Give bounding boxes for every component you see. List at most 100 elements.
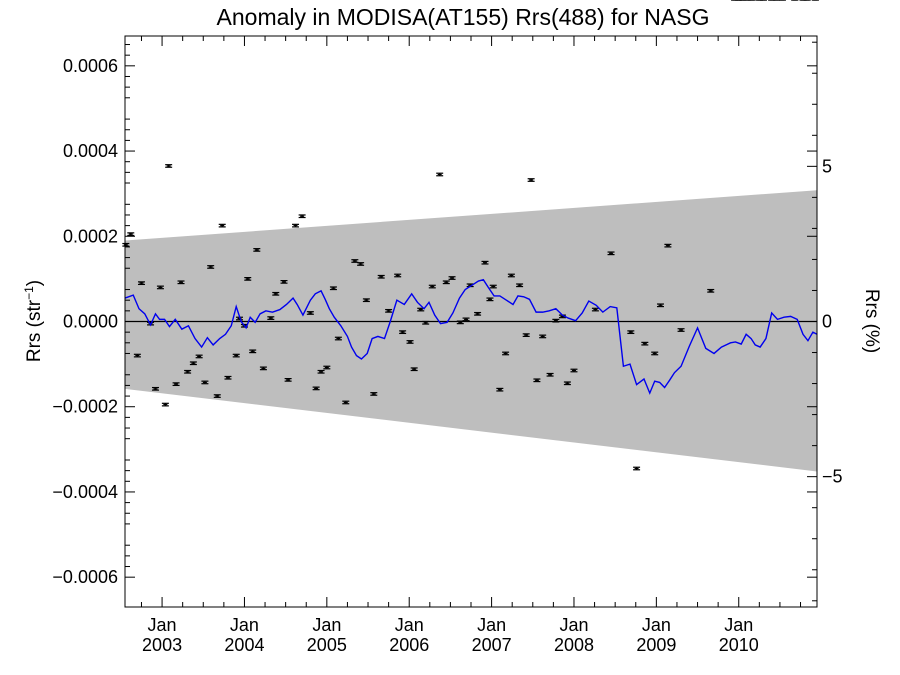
anomaly-point bbox=[306, 311, 314, 315]
anomaly-point bbox=[298, 214, 306, 219]
anomaly-point bbox=[362, 298, 370, 303]
anomaly-point bbox=[161, 402, 169, 407]
y-tick-label: 0.0000 bbox=[63, 312, 118, 332]
x-tick-label-month: Jan bbox=[559, 615, 588, 635]
smoothed-series-line bbox=[124, 278, 818, 395]
anomaly-point bbox=[259, 366, 267, 371]
anomaly-point bbox=[133, 353, 141, 358]
anomaly-point bbox=[267, 316, 275, 320]
x-tick-label-year: 2008 bbox=[554, 635, 594, 655]
anomaly-point bbox=[213, 394, 221, 398]
x-tick-label-year: 2009 bbox=[636, 635, 676, 655]
plot-area bbox=[122, 0, 819, 608]
anomaly-point bbox=[633, 466, 641, 471]
anomaly-point bbox=[165, 164, 173, 168]
x-tick-label-month: Jan bbox=[230, 615, 259, 635]
y2-tick-label: 0 bbox=[822, 312, 832, 332]
anomaly-point bbox=[399, 330, 407, 335]
x-tick-label-year: 2010 bbox=[719, 635, 759, 655]
y-tick-label: −0.0002 bbox=[52, 397, 118, 417]
anomaly-point bbox=[224, 375, 232, 380]
y-axis-left: −0.0006 −0.0004 −0.0002 0.0000 0.0002 0.0004 0… bbox=[52, 44, 817, 587]
y2-tick-label: 5 bbox=[822, 156, 832, 176]
anomaly-point bbox=[177, 280, 185, 285]
anomaly-point bbox=[284, 378, 292, 382]
anomaly-point bbox=[539, 334, 547, 339]
anomaly-point bbox=[329, 286, 337, 291]
y-axis-right: −5 0 5 bbox=[807, 41, 843, 602]
anomaly-point bbox=[137, 281, 145, 286]
anomaly-point bbox=[552, 318, 560, 323]
y-tick-label: 0.0004 bbox=[63, 141, 118, 161]
anomaly-point bbox=[591, 307, 599, 312]
anomaly-point bbox=[522, 333, 530, 338]
x-tick-label-year: 2003 bbox=[142, 635, 182, 655]
x-tick-label-month: Jan bbox=[148, 615, 177, 635]
anomaly-point bbox=[334, 336, 342, 341]
anomaly-point bbox=[474, 311, 482, 316]
anomaly-point bbox=[189, 361, 197, 366]
anomaly-point bbox=[249, 349, 257, 354]
y-axis-label: Rrs (str−1) bbox=[22, 280, 45, 362]
anomaly-point bbox=[481, 260, 489, 265]
anomaly-point bbox=[486, 297, 494, 302]
anomaly-point bbox=[489, 284, 497, 289]
anomaly-point bbox=[533, 378, 541, 383]
x-tick-label-year: 2005 bbox=[307, 635, 347, 655]
anomaly-point bbox=[436, 172, 444, 177]
anomaly-point bbox=[184, 369, 192, 374]
anomaly-point bbox=[312, 386, 320, 391]
y-axis-label-sup: −1 bbox=[22, 286, 36, 300]
anomaly-point bbox=[422, 320, 430, 325]
reference-band bbox=[125, 190, 817, 472]
x-axis: Jan2003Jan2004Jan2005Jan2006Jan2007Jan20… bbox=[140, 36, 802, 655]
x-tick-label-month: Jan bbox=[395, 615, 424, 635]
anomaly-point bbox=[656, 303, 664, 308]
anomaly-point bbox=[496, 387, 504, 392]
anomaly-point bbox=[428, 284, 436, 289]
anomaly-point bbox=[370, 392, 378, 396]
anomaly-point bbox=[253, 248, 261, 252]
anomaly-point bbox=[127, 232, 135, 237]
anomaly-point bbox=[410, 367, 418, 372]
y-axis-label-close: ) bbox=[24, 280, 45, 286]
y2-tick-label: −5 bbox=[822, 467, 843, 487]
anomaly-point bbox=[462, 317, 470, 322]
anomaly-point bbox=[172, 382, 180, 387]
x-tick-label-year: 2007 bbox=[472, 635, 512, 655]
anomaly-point bbox=[627, 330, 635, 335]
anomaly-point bbox=[502, 351, 510, 356]
anomaly-point bbox=[385, 308, 393, 313]
anomaly-point bbox=[442, 280, 450, 285]
anomaly-point bbox=[651, 351, 659, 356]
anomaly-point bbox=[218, 223, 226, 228]
anomaly-point bbox=[342, 400, 350, 405]
anomaly-point bbox=[207, 265, 215, 269]
anomaly-point bbox=[394, 273, 402, 278]
anomaly-point bbox=[570, 368, 578, 373]
anomaly-point bbox=[292, 223, 300, 228]
x-tick-label-year: 2006 bbox=[389, 635, 429, 655]
anomaly-point bbox=[156, 285, 164, 290]
anomaly-point bbox=[272, 291, 280, 296]
x-tick-label-year: 2004 bbox=[224, 635, 264, 655]
anomaly-point bbox=[448, 276, 456, 280]
y-axis-label-main: Rrs (str bbox=[24, 299, 45, 362]
anomaly-point bbox=[607, 251, 615, 256]
x-tick-label-month: Jan bbox=[477, 615, 506, 635]
anomaly-point bbox=[546, 372, 554, 377]
anomaly-point bbox=[563, 381, 571, 386]
x-tick-label-month: Jan bbox=[724, 615, 753, 635]
y-tick-label: −0.0006 bbox=[52, 567, 118, 587]
anomaly-points bbox=[122, 0, 819, 471]
y-tick-label: −0.0004 bbox=[52, 482, 118, 502]
x-tick-label-month: Jan bbox=[312, 615, 341, 635]
anomaly-point bbox=[641, 341, 649, 346]
y2-axis-label: Rrs (%) bbox=[861, 289, 882, 353]
anomaly-point bbox=[357, 262, 365, 266]
anomaly-point bbox=[406, 340, 414, 344]
anomaly-point bbox=[677, 328, 685, 332]
anomaly-point bbox=[377, 274, 385, 279]
y-tick-label: 0.0006 bbox=[63, 56, 118, 76]
anomaly-point bbox=[527, 178, 535, 182]
